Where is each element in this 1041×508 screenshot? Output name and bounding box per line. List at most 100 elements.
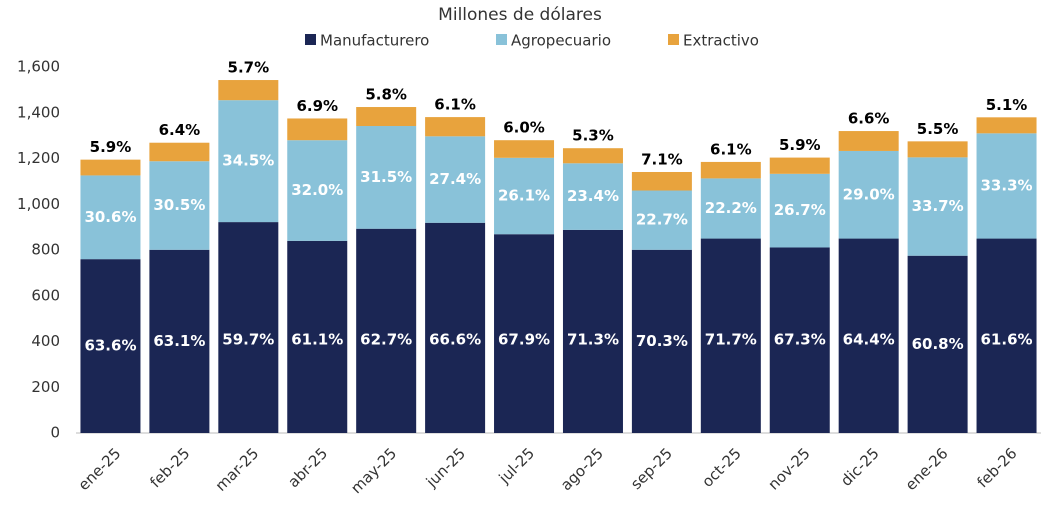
- bar-segment: [631, 171, 692, 191]
- share-label: 7.1%: [641, 150, 683, 168]
- share-label: 67.3%: [774, 331, 826, 349]
- share-label: 5.9%: [779, 136, 821, 154]
- x-tick-label: jun-25: [422, 444, 469, 491]
- x-tick-label: jul-25: [495, 444, 538, 487]
- bar-segment: [562, 163, 623, 230]
- share-label: 5.5%: [917, 120, 959, 138]
- x-tick-label: nov-25: [764, 444, 813, 493]
- bar-segment: [80, 175, 141, 260]
- share-label: 70.3%: [636, 332, 688, 350]
- bar-segment: [631, 190, 692, 250]
- bar-segment: [425, 222, 486, 433]
- y-tick-label: 1,400: [17, 103, 60, 121]
- share-label: 32.0%: [291, 181, 343, 199]
- share-label: 5.3%: [572, 127, 614, 145]
- share-label: 71.3%: [567, 331, 619, 349]
- share-label: 22.7%: [636, 211, 688, 229]
- share-label: 59.7%: [222, 331, 274, 349]
- bar-segment: [149, 249, 210, 433]
- share-label: 30.6%: [84, 208, 136, 226]
- legend-label: Extractivo: [683, 32, 759, 50]
- share-label: 33.3%: [981, 176, 1033, 194]
- bar-segment: [700, 238, 761, 433]
- bar-segment: [769, 247, 830, 433]
- share-label: 63.1%: [153, 332, 205, 350]
- share-label: 6.6%: [848, 110, 890, 128]
- x-tick-label: may-25: [347, 444, 400, 497]
- share-label: 23.4%: [567, 187, 619, 205]
- x-tick-label: oct-25: [698, 444, 745, 491]
- share-label: 71.7%: [705, 331, 757, 349]
- share-label: 63.6%: [84, 337, 136, 355]
- bar-segment: [494, 157, 555, 235]
- share-label: 6.1%: [710, 140, 752, 158]
- share-label: 29.0%: [843, 185, 895, 203]
- share-label: 6.9%: [296, 97, 338, 115]
- x-tick-label: feb-26: [974, 444, 1021, 491]
- bar-segment: [976, 238, 1037, 433]
- legend-swatch: [305, 34, 316, 45]
- bar-segment: [838, 238, 899, 433]
- y-tick-label: 1,000: [17, 195, 60, 213]
- share-label: 5.9%: [90, 138, 132, 156]
- bar-segment: [80, 159, 141, 176]
- bar-segment: [149, 142, 210, 162]
- bar-segment: [287, 140, 348, 241]
- bar-segment: [838, 131, 899, 151]
- share-label: 67.9%: [498, 331, 550, 349]
- bar-segment: [907, 255, 968, 433]
- bar-segment: [907, 141, 968, 158]
- share-label: 33.7%: [912, 197, 964, 215]
- bar-segment: [976, 117, 1037, 134]
- bar-segment: [631, 249, 692, 433]
- bar-segment: [494, 140, 555, 158]
- legend-label: Manufacturero: [320, 32, 429, 50]
- share-label: 61.1%: [291, 331, 343, 349]
- y-tick-label: 400: [31, 332, 60, 350]
- y-tick-label: 800: [31, 241, 60, 259]
- share-label: 27.4%: [429, 170, 481, 188]
- bar-segment: [494, 234, 555, 433]
- legend-swatch: [668, 34, 679, 45]
- x-tick-label: mar-25: [212, 444, 263, 495]
- bar-segment: [562, 148, 623, 164]
- share-label: 5.1%: [986, 96, 1028, 114]
- y-tick-label: 1,200: [17, 149, 60, 167]
- share-label: 6.0%: [503, 119, 545, 137]
- bar-segment: [425, 117, 486, 137]
- bar-segment: [976, 133, 1037, 239]
- y-tick-label: 600: [31, 286, 60, 304]
- bar-segment: [218, 80, 279, 101]
- bar-segment: [80, 259, 141, 433]
- bar-segment: [218, 222, 279, 433]
- y-tick-label: 200: [31, 378, 60, 396]
- x-tick-label: ago-25: [557, 444, 607, 494]
- x-tick-label: ene-25: [75, 444, 125, 494]
- share-label: 30.5%: [153, 196, 205, 214]
- bar-segment: [218, 100, 279, 223]
- x-tick-label: sep-25: [627, 444, 676, 493]
- share-label: 26.7%: [774, 201, 826, 219]
- x-tick-label: ene-26: [902, 444, 952, 494]
- legend-label: Agropecuario: [511, 32, 611, 50]
- bar-segment: [287, 118, 348, 141]
- bar-segment: [425, 136, 486, 223]
- share-label: 5.7%: [228, 59, 270, 77]
- share-label: 34.5%: [222, 152, 274, 170]
- share-label: 22.2%: [705, 199, 757, 217]
- bar-segment: [838, 150, 899, 239]
- bar-segment: [562, 229, 623, 433]
- share-label: 61.6%: [981, 331, 1033, 349]
- share-label: 31.5%: [360, 168, 412, 186]
- bar-segment: [287, 240, 348, 433]
- y-tick-label: 1,600: [17, 58, 60, 76]
- legend-swatch: [496, 34, 507, 45]
- share-label: 6.4%: [159, 121, 201, 139]
- bar-segment: [356, 228, 417, 433]
- share-label: 66.6%: [429, 331, 481, 349]
- x-tick-label: feb-25: [146, 444, 193, 491]
- x-tick-label: dic-25: [837, 444, 883, 490]
- bar-segment: [356, 107, 417, 127]
- bar-segment: [769, 157, 830, 174]
- chart-title: Millones de dólares: [438, 5, 602, 25]
